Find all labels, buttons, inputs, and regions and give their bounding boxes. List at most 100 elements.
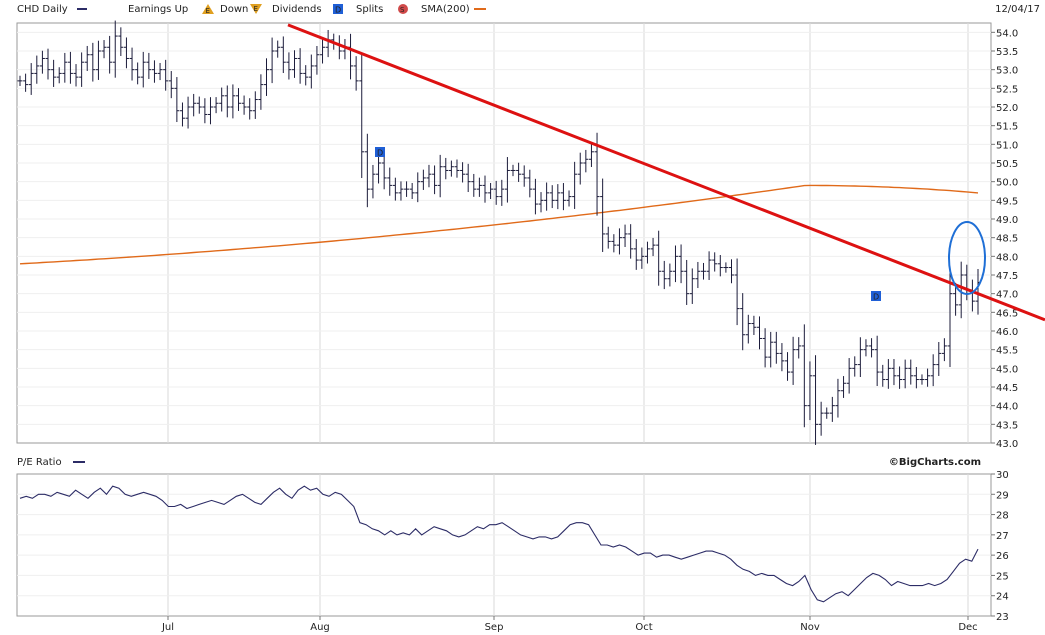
price-bar: [107, 35, 113, 74]
y-tick-label: 29: [996, 490, 1009, 501]
price-bar: [885, 359, 891, 389]
price-bar: [370, 164, 376, 199]
dividend-marker-icon: D: [871, 291, 881, 302]
price-bars: [17, 20, 981, 445]
price-bar: [247, 98, 253, 120]
price-bar: [953, 282, 959, 316]
price-bar: [656, 230, 662, 286]
price-bar: [516, 162, 522, 182]
y-tick-label: 47.0: [996, 290, 1018, 301]
price-bar: [34, 55, 40, 84]
y-tick-label: 50.0: [996, 178, 1018, 189]
pe-line: [19, 485, 979, 603]
price-bar: [320, 38, 326, 64]
dividends-label: Dividends: [272, 4, 322, 15]
x-tick-label: Sep: [485, 622, 504, 633]
symbol-label: CHD Daily: [17, 4, 68, 15]
pe-grid: [17, 474, 991, 616]
price-bar: [398, 181, 404, 201]
price-bar: [852, 356, 858, 377]
price-bar: [219, 87, 225, 112]
price-bar: [790, 336, 796, 385]
y-tick-label: 52.0: [996, 103, 1018, 114]
y-tick-label: 26: [996, 551, 1009, 562]
price-bar: [465, 163, 471, 193]
price-bar: [947, 272, 953, 368]
sma-label: SMA(200): [421, 4, 470, 15]
price-bar: [919, 374, 925, 385]
price-bar: [583, 149, 589, 173]
y-tick-label: 46.0: [996, 327, 1018, 338]
sma-legend-swatch: [474, 8, 486, 10]
price-bar: [667, 263, 673, 287]
y-tick-label: 46.5: [996, 308, 1018, 319]
price-bar: [45, 48, 51, 80]
price-bar: [23, 73, 29, 92]
price-bar: [695, 261, 701, 289]
price-bar: [151, 60, 157, 83]
price-bar: [415, 172, 421, 203]
resistance-trendline: [287, 23, 1045, 322]
price-bar: [286, 52, 292, 80]
price-bar: [689, 268, 695, 304]
earnings-up-icon-letter: E: [206, 7, 210, 15]
price-bar: [863, 339, 869, 357]
y-tick-label: 51.5: [996, 122, 1018, 133]
price-bar: [902, 359, 908, 389]
price-bar: [869, 338, 875, 358]
price-bar: [807, 361, 813, 421]
price-bar: [504, 157, 510, 203]
price-bar: [829, 396, 835, 422]
x-axis: Jul Aug Sep Oct Nov Dec: [161, 616, 978, 633]
price-bar: [241, 95, 247, 115]
price-bar: [174, 77, 180, 123]
y-tick-label: 44.0: [996, 402, 1018, 413]
price-bar: [443, 157, 449, 180]
price-bar: [359, 54, 365, 179]
price-bar: [404, 181, 410, 197]
price-bar: [880, 364, 886, 387]
price-bar: [67, 51, 73, 84]
x-tick-label: Jul: [161, 622, 174, 633]
price-bar: [73, 64, 79, 87]
y-tick-label: 30: [996, 470, 1009, 481]
price-bar: [39, 50, 45, 74]
pe-header: P/E Ratio ©BigCharts.com: [17, 457, 981, 468]
price-bar: [118, 27, 124, 57]
price-bar: [941, 338, 947, 362]
price-bar: [432, 165, 438, 195]
price-bar: [616, 228, 622, 255]
price-bar: [818, 401, 824, 436]
price-bar: [773, 331, 779, 364]
y-tick-label: 28: [996, 511, 1009, 522]
price-bar: [532, 178, 538, 215]
earnings-down-icon: E: [250, 4, 262, 14]
price-bar: [684, 259, 690, 305]
price-bar: [376, 153, 382, 184]
price-bar: [857, 337, 863, 378]
price-bar: [762, 328, 768, 368]
chart-header: CHD Daily Earnings Up E Down E Dividends…: [0, 0, 1045, 16]
dividends-icon: D: [333, 4, 343, 15]
pe-y-axis: 30 29 28 27 26 25 24 23: [991, 470, 1009, 623]
price-bar: [908, 359, 914, 385]
price-bar: [572, 161, 578, 209]
y-tick-label: 45.0: [996, 364, 1018, 375]
price-bar: [84, 45, 90, 71]
price-bar: [588, 144, 594, 167]
price-bar: [62, 52, 68, 83]
x-tick-label: Dec: [958, 622, 977, 633]
price-bar: [745, 314, 751, 344]
price-bar: [768, 331, 774, 368]
price-legend-swatch: [77, 8, 87, 10]
price-bar: [644, 241, 650, 264]
price-bar: [207, 97, 213, 125]
highlight-ellipse: [948, 221, 986, 295]
price-bar: [639, 247, 645, 269]
price-bar: [728, 259, 734, 284]
sma-line: [19, 184, 979, 265]
price-bar: [538, 192, 544, 213]
price-bar: [678, 244, 684, 284]
price-bar: [129, 47, 135, 81]
